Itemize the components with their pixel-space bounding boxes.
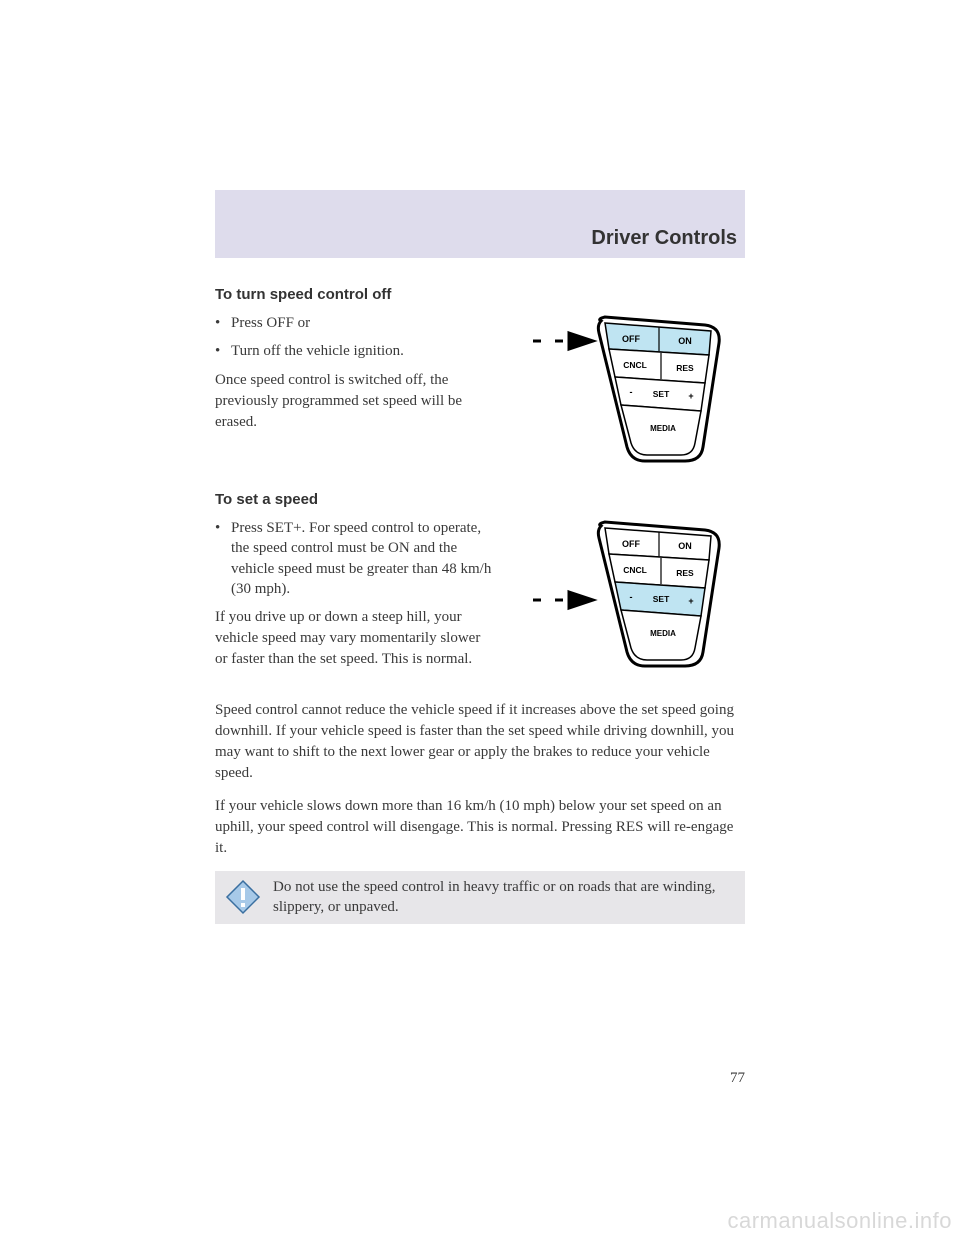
watermark: carmanualsonline.info xyxy=(727,1208,952,1234)
svg-text:OFF: OFF xyxy=(622,334,640,344)
chapter-header: Driver Controls xyxy=(215,190,745,258)
svg-text:MEDIA: MEDIA xyxy=(650,629,676,638)
section2-para3: If your vehicle slows down more than 16 … xyxy=(215,796,745,859)
figure-off: OFF ON CNCL RES - SET + MEDIA xyxy=(515,313,745,473)
svg-text:ON: ON xyxy=(678,541,692,551)
list-item: Press OFF or xyxy=(215,313,495,333)
svg-text:CNCL: CNCL xyxy=(623,565,647,575)
svg-text:SET: SET xyxy=(653,594,670,604)
list-item: Turn off the vehicle ignition. xyxy=(215,341,495,361)
page-number: 77 xyxy=(730,1070,745,1087)
svg-text:+: + xyxy=(688,391,693,401)
svg-text:ON: ON xyxy=(678,336,692,346)
svg-text:OFF: OFF xyxy=(622,539,640,549)
figure-set: OFF ON CNCL RES - SET + MEDIA xyxy=(515,518,745,682)
warning-callout: Do not use the speed control in heavy tr… xyxy=(215,871,745,924)
list-item: Press SET+. For speed control to operate… xyxy=(215,518,495,599)
chapter-title: Driver Controls xyxy=(591,227,737,250)
svg-text:+: + xyxy=(688,596,693,606)
warning-text: Do not use the speed control in heavy tr… xyxy=(273,877,735,918)
svg-text:RES: RES xyxy=(676,363,694,373)
svg-text:-: - xyxy=(630,592,633,602)
svg-text:-: - xyxy=(630,387,633,397)
svg-text:SET: SET xyxy=(653,389,670,399)
section1-title: To turn speed control off xyxy=(215,286,745,303)
section1-bullets: Press OFF or Turn off the vehicle igniti… xyxy=(215,313,495,362)
section2-title: To set a speed xyxy=(215,491,745,508)
svg-text:CNCL: CNCL xyxy=(623,360,647,370)
section2-para2: Speed control cannot reduce the vehicle … xyxy=(215,700,745,784)
svg-text:MEDIA: MEDIA xyxy=(650,424,676,433)
section2-para1: If you drive up or down a steep hill, yo… xyxy=(215,607,495,670)
section2-bullets: Press SET+. For speed control to operate… xyxy=(215,518,495,599)
section1-para: Once speed control is switched off, the … xyxy=(215,370,495,433)
svg-text:RES: RES xyxy=(676,568,694,578)
warning-icon xyxy=(225,879,261,915)
